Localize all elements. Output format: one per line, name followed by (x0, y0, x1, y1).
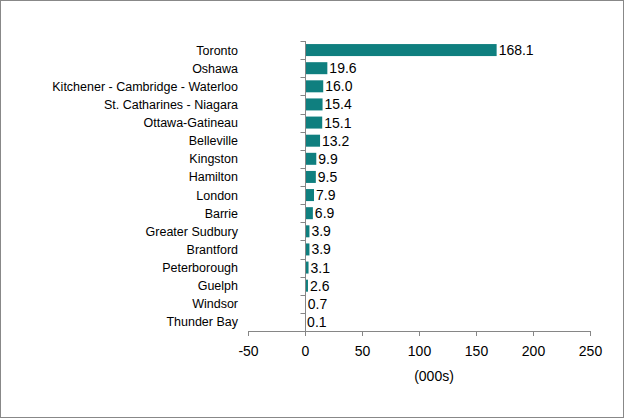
data-label: 6.9 (315, 205, 335, 221)
chart: -50 0 50 100 150 200 250 (000s) Toronto Oshawa Kit… (0, 0, 624, 418)
category-label: Kitchener - Cambridge - Waterloo (52, 80, 238, 94)
data-label: 3.9 (311, 241, 331, 257)
bar (305, 207, 313, 219)
y-tick (301, 295, 306, 296)
x-tick (248, 331, 249, 336)
y-tick (301, 114, 306, 115)
x-tick (533, 331, 534, 336)
category-label: Brantford (187, 243, 238, 257)
category-label: Thunder Bay (166, 315, 238, 329)
y-tick (301, 222, 306, 223)
x-tick-label: 0 (302, 343, 310, 359)
data-label: 15.1 (324, 115, 351, 131)
bar (305, 171, 316, 183)
bar (305, 117, 322, 129)
category-label: Peterborough (162, 261, 238, 275)
category-label: Kingston (189, 152, 238, 166)
x-tick (590, 331, 591, 336)
x-tick-label: 50 (355, 343, 371, 359)
x-tick-label: 250 (579, 343, 603, 359)
y-tick (301, 132, 306, 133)
bar (305, 98, 323, 110)
category-label: Hamilton (189, 170, 238, 184)
category-label: St. Catharines - Niagara (104, 98, 238, 112)
data-label: 0.7 (308, 296, 328, 312)
data-label: 15.4 (325, 96, 352, 112)
bar (305, 44, 497, 56)
category-label: Belleville (189, 134, 238, 148)
y-tick (301, 150, 306, 151)
data-label: 7.9 (316, 187, 336, 203)
category-label: Barrie (205, 207, 238, 221)
y-tick (301, 331, 306, 332)
data-label: 9.5 (318, 169, 338, 185)
category-label: Greater Sudbury (146, 225, 239, 239)
x-tick (419, 331, 420, 336)
y-tick (301, 168, 306, 169)
category-label: London (196, 189, 238, 203)
y-tick (301, 77, 306, 78)
y-tick (301, 240, 306, 241)
category-label: Oshawa (192, 62, 238, 76)
bars (305, 44, 497, 328)
data-label: 168.1 (499, 42, 534, 58)
y-tick (301, 259, 306, 260)
y-tick (301, 313, 306, 314)
data-label: 19.6 (329, 60, 356, 76)
y-tick (301, 41, 306, 42)
y-tick (301, 95, 306, 96)
data-label: 13.2 (322, 133, 349, 149)
y-tick (301, 186, 306, 187)
bar (305, 189, 314, 201)
x-tick-label: 200 (522, 343, 546, 359)
category-label: Ottawa-Gatineau (144, 116, 239, 130)
bar (305, 153, 316, 165)
x-tick (476, 331, 477, 336)
x-tick-label: 150 (465, 343, 489, 359)
category-label: Windsor (192, 297, 238, 311)
data-label: 9.9 (318, 151, 338, 167)
data-label: 2.6 (310, 278, 330, 294)
frame (1, 1, 624, 418)
x-tick-label: 100 (408, 343, 432, 359)
data-label: 3.1 (311, 260, 331, 276)
data-label: 3.9 (311, 223, 331, 239)
x-tick (362, 331, 363, 336)
category-label: Guelph (198, 279, 238, 293)
category-label: Toronto (196, 44, 238, 58)
x-axis-label: (000s) (414, 368, 454, 384)
y-tick (301, 277, 306, 278)
bar (305, 80, 323, 92)
x-tick-label: -50 (238, 343, 258, 359)
y-tick (301, 59, 306, 60)
data-label: 16.0 (325, 78, 352, 94)
bar (305, 62, 327, 74)
y-tick (301, 204, 306, 205)
data-label: 0.1 (307, 314, 327, 330)
bar (305, 135, 320, 147)
